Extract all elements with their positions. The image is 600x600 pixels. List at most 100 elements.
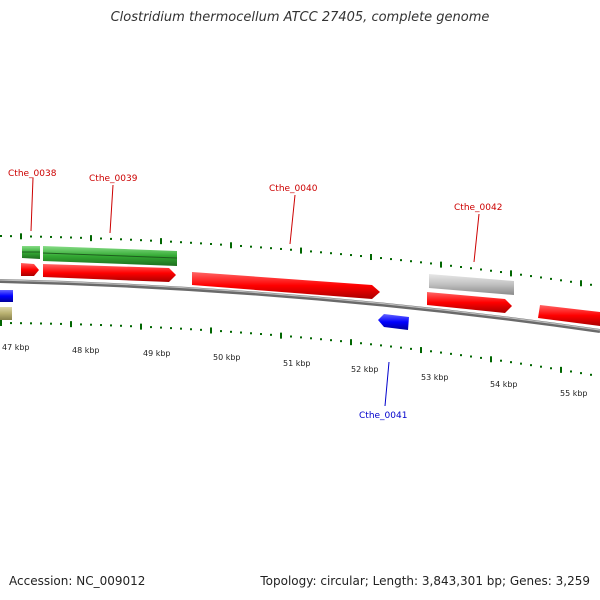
- minor-tick: [530, 364, 532, 367]
- minor-tick: [480, 356, 482, 359]
- genome-backbone: [0, 279, 600, 333]
- gene-cthe-0038[interactable]: [21, 263, 39, 276]
- minor-tick: [570, 370, 572, 373]
- gene-left-edge-blue[interactable]: [0, 290, 13, 302]
- major-tick: [230, 242, 232, 249]
- major-tick: [20, 233, 22, 240]
- minor-tick: [290, 335, 292, 338]
- gene-cthe-0041[interactable]: [378, 314, 409, 330]
- minor-tick: [210, 242, 212, 245]
- major-tick: [370, 254, 372, 261]
- minor-tick: [340, 253, 342, 256]
- minor-tick: [410, 260, 412, 263]
- minor-tick: [50, 322, 52, 325]
- major-tick: [510, 270, 512, 277]
- minor-tick: [400, 259, 402, 262]
- minor-tick: [510, 361, 512, 364]
- minor-tick: [290, 248, 292, 251]
- minor-tick: [110, 324, 112, 327]
- minor-tick: [40, 322, 42, 325]
- minor-tick: [30, 235, 32, 238]
- minor-tick: [450, 264, 452, 267]
- label-cthe-0039[interactable]: Cthe_0039: [89, 174, 138, 184]
- minor-tick: [150, 239, 152, 242]
- minor-tick: [570, 280, 572, 283]
- minor-tick: [50, 235, 52, 238]
- kbp-label-53: 53 kbp: [421, 373, 449, 382]
- minor-tick: [590, 373, 592, 376]
- minor-tick: [450, 352, 452, 355]
- minor-tick: [370, 343, 372, 346]
- kbp-label-48: 48 kbp: [72, 346, 100, 355]
- minor-tick: [130, 325, 132, 328]
- minor-tick: [430, 262, 432, 265]
- major-tick: [350, 339, 352, 346]
- minor-tick: [470, 355, 472, 358]
- label-cthe-0038[interactable]: Cthe_0038: [8, 169, 57, 179]
- major-tick: [90, 235, 92, 242]
- major-tick: [0, 320, 2, 326]
- minor-tick: [180, 327, 182, 330]
- minor-tick: [220, 330, 222, 333]
- minor-tick: [520, 273, 522, 276]
- minor-tick: [390, 345, 392, 348]
- minor-tick: [80, 323, 82, 326]
- major-tick: [560, 366, 562, 373]
- kbp-label-50: 50 kbp: [213, 353, 241, 362]
- minor-tick: [540, 365, 542, 368]
- minor-tick: [80, 236, 82, 239]
- gene-next-right[interactable]: [538, 305, 600, 326]
- minor-tick: [560, 279, 562, 282]
- minor-tick: [170, 327, 172, 330]
- minor-tick: [120, 238, 122, 241]
- minor-tick: [360, 342, 362, 345]
- label-cthe-0042[interactable]: Cthe_0042: [454, 203, 502, 213]
- gene-cthe-0039[interactable]: [43, 264, 176, 282]
- genome-title: Clostridium thermocellum ATCC 27405, com…: [110, 10, 490, 25]
- label-cthe-0041[interactable]: Cthe_0041: [359, 411, 407, 421]
- minor-tick: [540, 276, 542, 279]
- minor-tick: [330, 252, 332, 255]
- minor-tick: [200, 328, 202, 331]
- major-tick: [420, 347, 422, 354]
- major-tick: [300, 247, 302, 254]
- minor-tick: [250, 245, 252, 248]
- minor-tick: [520, 362, 522, 365]
- minor-tick: [100, 237, 102, 240]
- minor-tick: [90, 323, 92, 326]
- minor-tick: [250, 332, 252, 335]
- minor-tick: [470, 267, 472, 270]
- minor-tick: [340, 340, 342, 343]
- major-tick: [70, 321, 72, 328]
- lower-tick-track: [0, 320, 592, 376]
- minor-tick: [490, 269, 492, 272]
- minor-tick: [380, 257, 382, 260]
- gene-labels: Cthe_0038 Cthe_0039 Cthe_0040 Cthe_0042 …: [8, 169, 502, 421]
- minor-tick: [220, 243, 222, 246]
- kbp-label-52: 52 kbp: [351, 365, 379, 374]
- minor-tick: [60, 236, 62, 239]
- minor-tick: [230, 330, 232, 333]
- minor-tick: [0, 235, 2, 237]
- kbp-label-47: 47 kbp: [2, 343, 30, 352]
- gene-left-edge-olive[interactable]: [0, 307, 12, 320]
- minor-tick: [460, 265, 462, 268]
- minor-tick: [130, 238, 132, 241]
- major-tick: [210, 327, 212, 334]
- minor-tick: [320, 251, 322, 254]
- minor-tick: [190, 241, 192, 244]
- gene-cthe-0042[interactable]: [427, 292, 512, 313]
- minor-tick: [460, 354, 462, 357]
- feature-track: [0, 246, 600, 330]
- minor-tick: [120, 324, 122, 327]
- minor-tick: [100, 324, 102, 327]
- minor-tick: [320, 338, 322, 341]
- minor-tick: [330, 339, 332, 342]
- minor-tick: [170, 240, 172, 243]
- gene-cthe-0040[interactable]: [192, 272, 380, 299]
- pseudo-feature-cthe-0042[interactable]: [429, 274, 514, 295]
- minor-tick: [310, 337, 312, 340]
- minor-tick: [300, 336, 302, 339]
- label-cthe-0040[interactable]: Cthe_0040: [269, 184, 318, 194]
- minor-tick: [260, 333, 262, 336]
